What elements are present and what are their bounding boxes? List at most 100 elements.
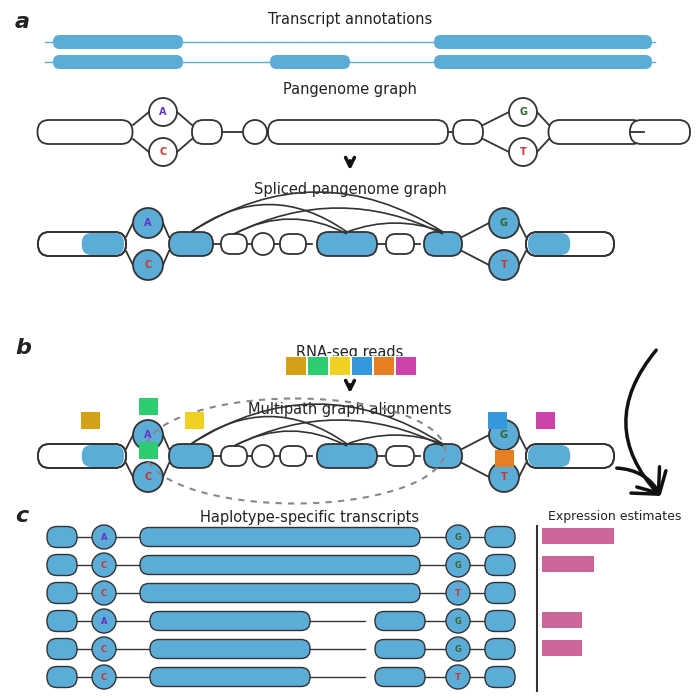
- Circle shape: [446, 609, 470, 633]
- FancyBboxPatch shape: [140, 528, 420, 547]
- FancyBboxPatch shape: [221, 234, 247, 254]
- FancyBboxPatch shape: [82, 445, 124, 467]
- Circle shape: [149, 138, 177, 166]
- Text: Expression estimates: Expression estimates: [548, 510, 682, 523]
- Circle shape: [92, 553, 116, 577]
- Text: G: G: [454, 560, 461, 570]
- FancyBboxPatch shape: [317, 444, 377, 468]
- FancyBboxPatch shape: [485, 639, 515, 660]
- FancyBboxPatch shape: [38, 232, 126, 256]
- Circle shape: [133, 208, 163, 238]
- FancyBboxPatch shape: [395, 355, 416, 375]
- Text: G: G: [500, 218, 508, 228]
- FancyBboxPatch shape: [494, 450, 514, 466]
- Circle shape: [489, 250, 519, 280]
- FancyBboxPatch shape: [82, 233, 124, 255]
- Circle shape: [489, 462, 519, 492]
- FancyBboxPatch shape: [47, 667, 77, 688]
- Text: C: C: [144, 260, 152, 270]
- Text: G: G: [519, 107, 527, 117]
- FancyBboxPatch shape: [140, 584, 420, 602]
- Circle shape: [252, 233, 274, 255]
- FancyBboxPatch shape: [434, 35, 652, 49]
- Circle shape: [133, 420, 163, 450]
- FancyBboxPatch shape: [536, 412, 554, 429]
- Text: A: A: [101, 533, 107, 542]
- FancyBboxPatch shape: [434, 55, 652, 69]
- FancyBboxPatch shape: [329, 355, 350, 375]
- FancyBboxPatch shape: [150, 667, 310, 687]
- FancyBboxPatch shape: [53, 35, 183, 49]
- Text: C: C: [101, 588, 107, 597]
- Circle shape: [446, 553, 470, 577]
- FancyBboxPatch shape: [485, 526, 515, 547]
- Circle shape: [509, 138, 537, 166]
- FancyBboxPatch shape: [375, 611, 425, 630]
- Text: G: G: [454, 616, 461, 625]
- FancyBboxPatch shape: [528, 445, 570, 467]
- FancyBboxPatch shape: [280, 446, 306, 466]
- FancyBboxPatch shape: [270, 55, 350, 69]
- FancyBboxPatch shape: [139, 442, 158, 459]
- Circle shape: [252, 445, 274, 467]
- Circle shape: [446, 525, 470, 549]
- FancyBboxPatch shape: [53, 55, 183, 69]
- FancyBboxPatch shape: [373, 355, 394, 375]
- FancyBboxPatch shape: [38, 444, 126, 468]
- FancyBboxPatch shape: [485, 667, 515, 688]
- Circle shape: [149, 98, 177, 126]
- FancyBboxPatch shape: [47, 554, 77, 575]
- FancyBboxPatch shape: [47, 639, 77, 660]
- FancyBboxPatch shape: [150, 639, 310, 658]
- Circle shape: [489, 208, 519, 238]
- Text: a: a: [15, 12, 30, 32]
- FancyBboxPatch shape: [375, 639, 425, 658]
- FancyBboxPatch shape: [526, 232, 614, 256]
- Text: G: G: [454, 533, 461, 542]
- FancyBboxPatch shape: [38, 120, 132, 144]
- Text: T: T: [455, 588, 461, 597]
- Text: G: G: [500, 430, 508, 440]
- FancyBboxPatch shape: [424, 444, 462, 468]
- FancyBboxPatch shape: [47, 611, 77, 632]
- FancyBboxPatch shape: [487, 412, 507, 429]
- FancyBboxPatch shape: [307, 355, 328, 375]
- Text: Multipath graph alignments: Multipath graph alignments: [248, 402, 452, 417]
- Circle shape: [243, 120, 267, 144]
- Text: T: T: [500, 260, 508, 270]
- FancyBboxPatch shape: [542, 612, 582, 628]
- FancyBboxPatch shape: [375, 667, 425, 687]
- Circle shape: [92, 665, 116, 689]
- Text: T: T: [500, 472, 508, 482]
- Text: C: C: [101, 560, 107, 570]
- FancyBboxPatch shape: [285, 355, 306, 375]
- Text: A: A: [160, 107, 167, 117]
- Circle shape: [133, 250, 163, 280]
- FancyBboxPatch shape: [185, 412, 204, 429]
- FancyBboxPatch shape: [542, 528, 614, 544]
- FancyBboxPatch shape: [542, 556, 594, 572]
- FancyBboxPatch shape: [47, 583, 77, 604]
- FancyArrowPatch shape: [626, 350, 659, 494]
- FancyBboxPatch shape: [221, 446, 247, 466]
- Circle shape: [92, 581, 116, 605]
- FancyBboxPatch shape: [526, 444, 614, 468]
- FancyBboxPatch shape: [47, 526, 77, 547]
- Text: b: b: [15, 338, 31, 358]
- FancyBboxPatch shape: [192, 120, 222, 144]
- FancyBboxPatch shape: [485, 583, 515, 604]
- Text: A: A: [144, 430, 152, 440]
- Text: G: G: [454, 644, 461, 653]
- Text: C: C: [144, 472, 152, 482]
- FancyArrowPatch shape: [617, 468, 666, 493]
- Text: Pangenome graph: Pangenome graph: [283, 82, 417, 97]
- FancyBboxPatch shape: [424, 232, 462, 256]
- Text: C: C: [101, 672, 107, 681]
- Text: C: C: [101, 644, 107, 653]
- Text: Haplotype-specific transcripts: Haplotype-specific transcripts: [200, 510, 419, 525]
- Text: A: A: [144, 218, 152, 228]
- Circle shape: [92, 637, 116, 661]
- FancyBboxPatch shape: [169, 232, 213, 256]
- FancyBboxPatch shape: [453, 120, 483, 144]
- FancyBboxPatch shape: [386, 234, 414, 254]
